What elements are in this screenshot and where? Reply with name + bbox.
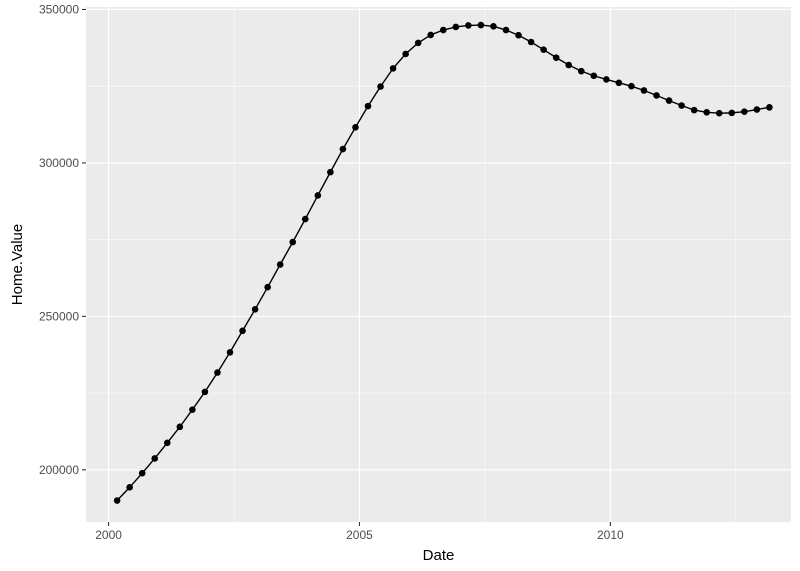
data-point: [214, 369, 221, 376]
data-point: [201, 388, 209, 396]
data-point: [665, 97, 673, 104]
y-tick-label: 300000: [39, 156, 79, 170]
data-point: [753, 106, 761, 113]
data-point: [289, 238, 297, 246]
data-point: [527, 38, 535, 46]
data-point: [552, 54, 560, 61]
y-axis: 200000 250000 300000 350000: [39, 2, 86, 477]
data-point: [138, 469, 146, 477]
data-point: [452, 23, 460, 31]
data-point: [239, 327, 246, 335]
data-point: [226, 348, 234, 356]
data-point: [251, 306, 259, 313]
y-tick-label: 350000: [39, 2, 79, 16]
data-point: [364, 102, 372, 110]
data-point: [276, 261, 284, 268]
data-point: [515, 31, 522, 39]
data-point: [615, 79, 623, 87]
data-point: [640, 87, 648, 94]
data-point: [490, 23, 497, 30]
x-tick-label: 2010: [597, 528, 624, 542]
data-point: [314, 192, 322, 199]
x-tick-label: 2005: [346, 528, 373, 542]
data-point: [113, 497, 121, 504]
data-point: [327, 168, 334, 176]
data-point: [590, 72, 598, 80]
data-point: [151, 455, 159, 462]
data-point: [715, 109, 723, 117]
plot-panel: [86, 7, 791, 522]
data-point: [427, 31, 435, 39]
major-gridlines: [86, 7, 791, 522]
data-point: [678, 102, 685, 109]
data-point: [414, 39, 422, 47]
data-point: [126, 484, 133, 491]
data-point: [189, 406, 196, 413]
data-point: [603, 76, 610, 83]
x-tick-label: 2000: [95, 528, 122, 542]
data-point: [352, 124, 359, 131]
data-point: [741, 108, 748, 115]
data-point: [163, 439, 171, 447]
data-point: [502, 26, 510, 34]
data-point: [301, 215, 309, 223]
series-layer: [113, 21, 773, 504]
x-axis: 2000 2005 2010: [95, 522, 624, 542]
data-point: [653, 92, 660, 99]
data-point: [176, 423, 184, 431]
data-point: [565, 61, 573, 69]
data-point: [690, 106, 698, 114]
y-tick-label: 200000: [39, 463, 79, 477]
data-point: [377, 83, 384, 90]
y-axis-title: Home.Value: [9, 224, 26, 305]
data-point: [339, 145, 347, 153]
data-point: [628, 82, 635, 90]
data-point: [389, 65, 397, 72]
data-point: [577, 67, 585, 75]
data-point: [766, 104, 773, 111]
data-point: [540, 46, 547, 53]
x-axis-title: Date: [423, 547, 455, 564]
data-point: [439, 26, 447, 34]
data-point: [402, 50, 409, 58]
data-point: [477, 21, 485, 29]
data-point: [465, 22, 472, 29]
data-point: [728, 109, 736, 117]
data-point: [264, 283, 271, 291]
data-point: [703, 108, 711, 116]
y-tick-label: 250000: [39, 309, 79, 323]
